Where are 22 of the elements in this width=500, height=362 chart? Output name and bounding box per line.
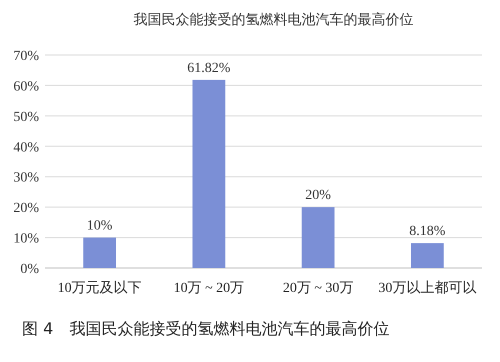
y-tick-label: 40% [13, 140, 40, 156]
bar [410, 243, 444, 268]
y-tick-label: 70% [13, 49, 40, 64]
x-tick-label: 30万以上都可以 [378, 280, 476, 296]
x-tick-label: 20万 ~ 30万 [282, 281, 354, 296]
y-tick-label: 30% [13, 170, 40, 186]
data-label: 61.82% [187, 60, 231, 76]
caption: 图 4 我国民众能接受的氢燃料电池汽车的最高价位 [22, 319, 390, 338]
y-tick-label: 20% [13, 201, 40, 216]
bar [83, 238, 116, 268]
bar [192, 80, 226, 268]
data-label: 10% [86, 218, 113, 234]
x-tick-label: 10万元及以下 [58, 280, 142, 296]
data-label: 20% [305, 188, 332, 204]
x-tick-label: 10万 ~ 20万 [174, 281, 244, 296]
y-tick-label: 0% [20, 262, 40, 277]
y-tick-label: 60% [13, 79, 40, 94]
y-tick-label: 10% [13, 232, 40, 247]
chart-title: 我国民众能接受的氢燃料电池汽车的最高价位 [134, 12, 414, 28]
data-label: 8.18% [409, 224, 446, 240]
bar [302, 207, 335, 268]
y-tick-label: 50% [13, 110, 40, 125]
